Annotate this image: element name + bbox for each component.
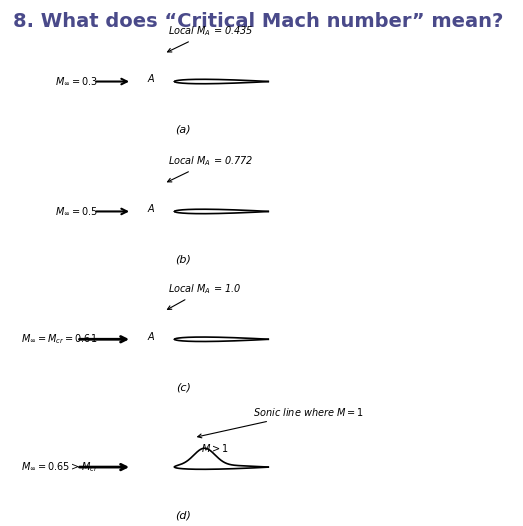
Text: (c): (c) [176, 382, 190, 393]
Text: $M_{\infty}= 0.3$: $M_{\infty}= 0.3$ [55, 76, 98, 87]
Text: A: A [148, 331, 154, 342]
Text: (b): (b) [175, 255, 191, 265]
Text: A: A [148, 74, 154, 84]
Text: A: A [148, 204, 154, 214]
Text: Local $M_A$ = 0.435: Local $M_A$ = 0.435 [167, 24, 254, 52]
Text: Local $M_A$ = 0.772: Local $M_A$ = 0.772 [167, 154, 254, 182]
Text: $M_{\infty}=0.5$: $M_{\infty}=0.5$ [55, 206, 98, 217]
Text: Local $M_A$ = 1.0: Local $M_A$ = 1.0 [167, 282, 242, 309]
Text: Sonic line where $M=1$: Sonic line where $M=1$ [198, 406, 365, 438]
Text: (a): (a) [175, 125, 191, 135]
Text: (d): (d) [175, 510, 191, 521]
Text: 8. What does “Critical Mach number” mean?: 8. What does “Critical Mach number” mean… [13, 12, 503, 31]
Text: $M > 1$: $M > 1$ [201, 442, 229, 454]
Text: $M_{\infty} = 0.65 > M_{cr}$: $M_{\infty} = 0.65 > M_{cr}$ [21, 460, 99, 474]
Text: $M_{\infty} = M_{cr} = 0.61$: $M_{\infty} = M_{cr} = 0.61$ [21, 332, 98, 346]
